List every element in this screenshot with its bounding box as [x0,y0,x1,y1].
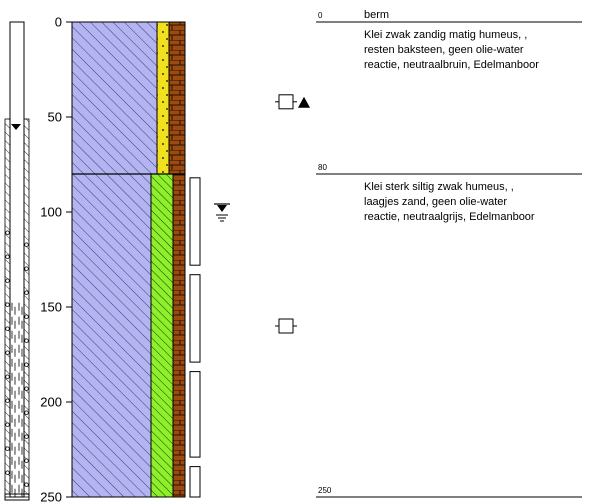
well-gravel-dot [24,434,29,439]
well-gravel-dot [24,458,29,463]
well-hatch-right [23,118,30,498]
well-hatch-left [4,118,11,498]
well-gravel-dot [5,230,10,235]
sample-interval [189,371,201,458]
sample-symbols [275,94,310,334]
depth-axis: 0 50 100 150 200 250 [40,15,73,503]
sample-intervals [189,177,201,498]
well-gravel-dot [24,482,29,487]
layer-2-clay [71,173,152,498]
well-gravel-dot [5,350,10,355]
groundwater-icon [214,203,230,222]
layer-1-brick [168,21,186,175]
depth-tick-label: 150 [40,300,62,315]
sample-interval [189,177,201,266]
well-gravel-dot [24,266,29,271]
layer-1-clay [71,21,158,175]
well-gravel-dot [24,338,29,343]
well-gravel-dot [24,410,29,415]
well-casing [9,21,25,498]
well-gravel-dot [24,362,29,367]
well-gravel-dot [24,386,29,391]
depth-tick-label: 50 [48,110,62,125]
well-cap [4,493,30,501]
layer-2-brick [172,173,186,498]
well-gravel-dot [5,326,10,331]
well-gravel-dot [24,314,29,319]
depth-tick-label: 200 [40,395,62,410]
layer-description-line: Klei sterk siltig zwak humeus, , [364,181,514,193]
layer-top-label: 0 [318,11,323,20]
layer-description-line: Klei zwak zandig matig humeus, , [364,29,527,41]
well-gravel-dot [24,290,29,295]
layer-description-line: reactie, neutraalbruin, Edelmanboor [364,59,539,71]
layer-heading: berm [364,9,389,21]
layer-1-sand [156,21,170,175]
layer-2-silt [150,173,174,498]
well-gravel-dots [5,230,29,487]
sample-interval [189,466,201,498]
lithology-column [71,21,186,498]
layer-description-line: laagjes zand, geen olie-water [364,196,507,208]
depth-tick-label: 250 [40,490,62,503]
well-water-level-icon [11,124,21,130]
sample-symbol-box [278,318,294,334]
layer-description-line: resten baksteen, geen olie-water [364,44,524,56]
well-construction [4,21,30,501]
well-screen-slots [11,302,23,497]
well-gravel-dot [5,446,10,451]
well-gravel-dot [5,374,10,379]
well-gravel-dot [5,422,10,427]
sample-symbol-triangle [298,96,310,108]
well-gravel-dot [5,302,10,307]
bottom-label: 250 [318,486,332,495]
well-gravel-dot [24,242,29,247]
layer-description-line: reactie, neutraalgrijs, Edelmanboor [364,211,535,223]
well-gravel-dot [5,398,10,403]
depth-tick-label: 100 [40,205,62,220]
well-gravel-dot [5,254,10,259]
well-gravel-dot [5,470,10,475]
layer-top-label: 80 [318,163,327,172]
sample-interval [189,274,201,363]
groundwater-triangle [217,205,227,212]
well-gravel-dot [5,278,10,283]
sample-symbol-box [278,94,294,110]
depth-tick-label: 0 [55,15,62,30]
layer-descriptions: 0 berm Klei zwak zandig matig humeus, , res… [316,9,582,498]
